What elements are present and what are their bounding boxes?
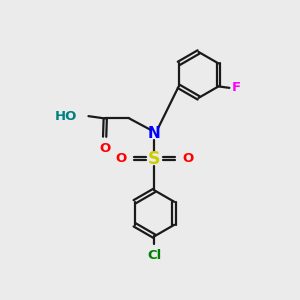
Text: HO: HO bbox=[54, 110, 77, 123]
Text: Cl: Cl bbox=[147, 249, 161, 262]
Text: F: F bbox=[232, 81, 241, 94]
Text: O: O bbox=[182, 152, 193, 165]
Text: O: O bbox=[116, 152, 127, 165]
Text: N: N bbox=[148, 126, 161, 141]
Text: O: O bbox=[99, 142, 110, 155]
Text: S: S bbox=[148, 150, 161, 168]
